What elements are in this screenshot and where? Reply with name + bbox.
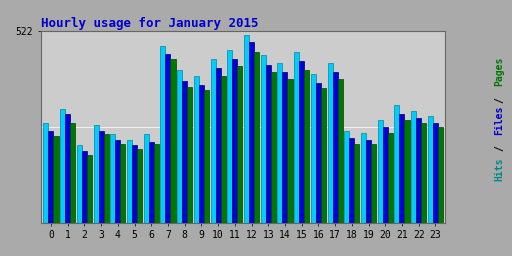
Bar bbox=[254, 52, 259, 223]
Bar bbox=[244, 35, 249, 223]
Bar bbox=[44, 123, 49, 223]
Text: Hourly usage for January 2015: Hourly usage for January 2015 bbox=[41, 17, 259, 29]
Bar bbox=[49, 131, 53, 223]
Bar bbox=[77, 145, 82, 223]
Bar bbox=[144, 134, 149, 223]
Bar bbox=[399, 114, 404, 223]
Bar bbox=[421, 123, 426, 223]
Bar bbox=[433, 123, 438, 223]
Bar bbox=[321, 89, 326, 223]
Bar bbox=[99, 131, 103, 223]
Bar bbox=[294, 52, 299, 223]
Bar bbox=[404, 120, 410, 223]
Bar bbox=[288, 79, 292, 223]
Text: Hits: Hits bbox=[494, 157, 504, 181]
Bar bbox=[70, 123, 75, 223]
Bar bbox=[328, 63, 333, 223]
Bar bbox=[115, 140, 120, 223]
Bar bbox=[354, 144, 359, 223]
Bar bbox=[227, 50, 232, 223]
Bar bbox=[87, 155, 92, 223]
Bar bbox=[249, 42, 254, 223]
Bar bbox=[232, 59, 238, 223]
Bar bbox=[221, 76, 226, 223]
Bar bbox=[271, 72, 276, 223]
Bar bbox=[371, 144, 376, 223]
Bar bbox=[120, 144, 125, 223]
Bar bbox=[316, 83, 321, 223]
Bar bbox=[416, 118, 421, 223]
Bar bbox=[182, 81, 187, 223]
Text: Files: Files bbox=[494, 106, 504, 135]
Bar bbox=[60, 109, 65, 223]
Bar bbox=[187, 87, 192, 223]
Bar bbox=[137, 149, 142, 223]
Bar bbox=[366, 140, 371, 223]
Bar bbox=[110, 134, 115, 223]
Bar bbox=[304, 70, 309, 223]
Bar bbox=[361, 133, 366, 223]
Bar bbox=[238, 66, 242, 223]
Bar bbox=[311, 74, 316, 223]
Bar bbox=[103, 134, 109, 223]
Bar bbox=[210, 59, 216, 223]
Bar bbox=[149, 142, 154, 223]
Text: /: / bbox=[494, 97, 504, 103]
Bar bbox=[132, 145, 137, 223]
Bar bbox=[65, 114, 70, 223]
Bar bbox=[216, 68, 221, 223]
Bar bbox=[344, 131, 349, 223]
Bar bbox=[337, 79, 343, 223]
Bar bbox=[170, 59, 176, 223]
Bar bbox=[394, 105, 399, 223]
Bar bbox=[165, 54, 170, 223]
Bar bbox=[383, 127, 388, 223]
Bar bbox=[177, 70, 182, 223]
Bar bbox=[194, 76, 199, 223]
Bar bbox=[204, 90, 209, 223]
Bar bbox=[94, 125, 99, 223]
Bar bbox=[438, 127, 443, 223]
Bar bbox=[261, 55, 266, 223]
Bar bbox=[349, 138, 354, 223]
Bar bbox=[127, 140, 132, 223]
Bar bbox=[299, 61, 304, 223]
Bar bbox=[333, 72, 337, 223]
Bar bbox=[278, 63, 283, 223]
Text: Pages: Pages bbox=[494, 57, 504, 86]
Bar bbox=[266, 65, 271, 223]
Text: /: / bbox=[494, 146, 504, 151]
Bar bbox=[154, 144, 159, 223]
Bar bbox=[428, 116, 433, 223]
Bar bbox=[199, 85, 204, 223]
Bar bbox=[411, 111, 416, 223]
Bar bbox=[283, 72, 288, 223]
Bar bbox=[160, 46, 165, 223]
Bar bbox=[378, 120, 383, 223]
Bar bbox=[388, 133, 393, 223]
Bar bbox=[53, 136, 58, 223]
Bar bbox=[82, 151, 87, 223]
